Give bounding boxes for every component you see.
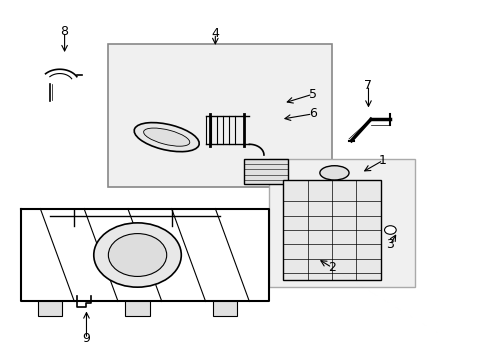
- Text: 8: 8: [61, 25, 68, 38]
- Bar: [244, 158, 287, 184]
- Text: 6: 6: [308, 107, 316, 120]
- Text: 7: 7: [364, 79, 372, 92]
- Bar: [212, 301, 237, 316]
- Bar: [125, 301, 149, 316]
- Text: 9: 9: [82, 333, 90, 346]
- Ellipse shape: [134, 123, 199, 152]
- Bar: [283, 180, 380, 280]
- Bar: [38, 301, 62, 316]
- Ellipse shape: [143, 128, 189, 146]
- Bar: [268, 158, 414, 287]
- Text: 4: 4: [211, 27, 219, 40]
- Circle shape: [384, 226, 395, 234]
- Ellipse shape: [108, 234, 166, 276]
- Text: 3: 3: [386, 238, 393, 251]
- Text: 2: 2: [327, 261, 335, 274]
- Bar: [108, 44, 331, 187]
- Text: 1: 1: [378, 154, 386, 167]
- Ellipse shape: [319, 166, 348, 180]
- Text: 5: 5: [308, 88, 316, 101]
- Ellipse shape: [94, 223, 181, 287]
